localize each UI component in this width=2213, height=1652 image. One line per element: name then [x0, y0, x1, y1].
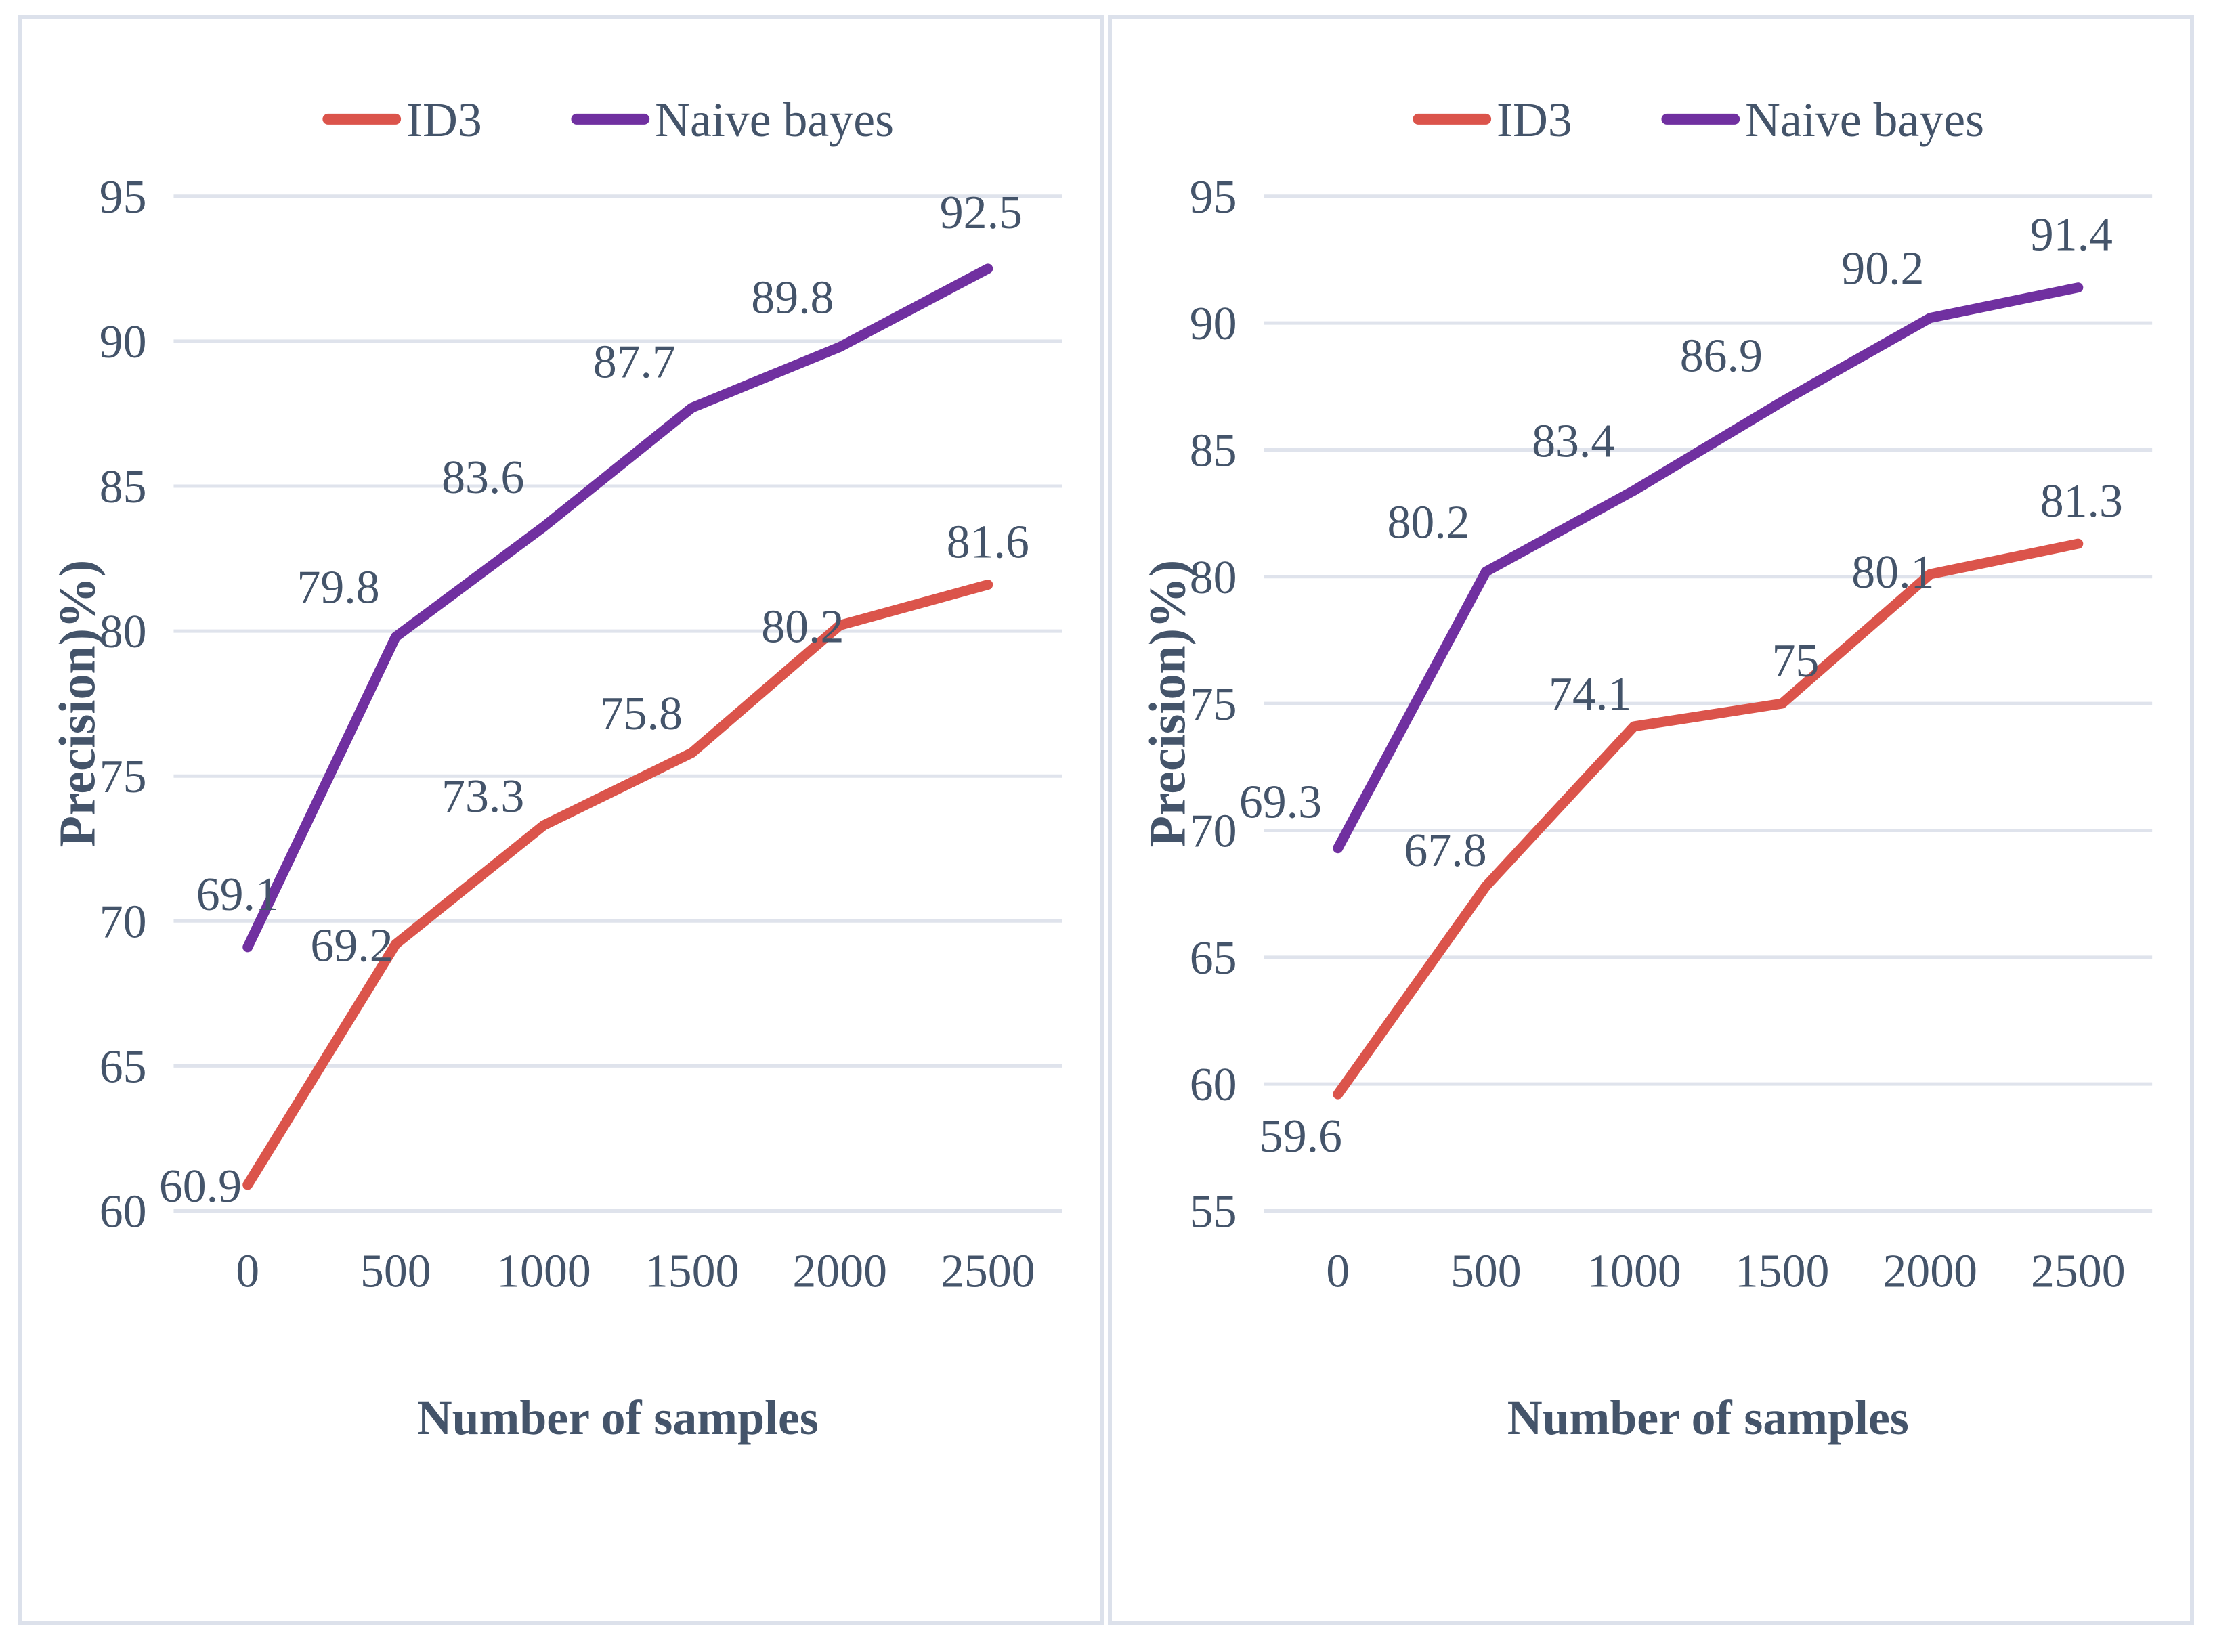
- legend-label-id3: ID3: [1497, 93, 1572, 147]
- y-axis-tick-label: 90: [100, 316, 147, 368]
- data-label-naive-bayes: 83.6: [442, 452, 524, 504]
- series-line-naive-bayes: [1333, 282, 2084, 854]
- y-axis-tick-label: 70: [100, 896, 147, 948]
- data-label-id3: 81.3: [2040, 475, 2123, 527]
- series-line-id3: [1333, 538, 2084, 1100]
- x-axis-tick-label: 0: [1326, 1245, 1350, 1297]
- y-axis-tick-label: 75: [1190, 678, 1237, 731]
- x-axis-tick-label: 1000: [1587, 1245, 1681, 1297]
- y-axis-tick-label: 85: [1190, 425, 1237, 477]
- data-label-id3: 75.8: [600, 688, 683, 740]
- data-label-naive-bayes: 91.4: [2030, 209, 2113, 261]
- x-axis-tick-label: 2000: [792, 1245, 887, 1297]
- data-label-naive-bayes: 90.2: [1841, 243, 1924, 295]
- legend-label-naive-bayes: Naive bayes: [1745, 93, 1984, 147]
- x-axis-tick-label: 1000: [496, 1245, 591, 1297]
- data-label-naive-bayes: 87.7: [593, 336, 676, 388]
- legend-label-naive-bayes: Naive bayes: [655, 93, 894, 147]
- data-label-naive-bayes: 80.2: [1387, 496, 1469, 548]
- x-axis-tick-label: 0: [236, 1245, 259, 1297]
- data-label-id3: 75: [1772, 635, 1820, 687]
- y-axis-title: Precision)%): [49, 560, 106, 848]
- x-axis-tick-label: 2000: [1883, 1245, 1977, 1297]
- y-axis-tick-label: 95: [1190, 171, 1237, 223]
- chart-panel-left: 95 90 85 80 75 70 65 60 Precision)%) 0 500 1000 1500…: [18, 15, 1104, 1625]
- y-axis-tick-label: 60: [1190, 1059, 1237, 1111]
- y-axis-tick-label: 80: [1190, 552, 1237, 604]
- data-label-id3: 60.9: [159, 1160, 242, 1213]
- x-axis-tick-label: 2500: [941, 1245, 1035, 1297]
- series-line-id3: [242, 580, 993, 1190]
- x-axis-title: Number of samples: [1507, 1391, 1909, 1445]
- series-line-naive-bayes: [242, 263, 993, 953]
- data-label-id3: 80.2: [761, 601, 844, 653]
- data-label-naive-bayes: 79.8: [297, 562, 379, 614]
- x-axis-tick-label: 500: [360, 1245, 431, 1297]
- y-axis-tick-label: 90: [1190, 298, 1237, 350]
- y-axis-tick-label: 55: [1190, 1186, 1237, 1238]
- y-axis-tick-label: 65: [1190, 932, 1237, 984]
- chart-panel-right: 95 90 85 80 75 70 65 60 55 Precision)%) 0 500 1000 15…: [1108, 15, 2194, 1625]
- y-axis-tick-label: 85: [100, 461, 147, 513]
- y-axis-tick-label: 95: [100, 171, 147, 223]
- data-label-naive-bayes: 86.9: [1680, 330, 1763, 382]
- y-axis-tick-label: 60: [100, 1186, 147, 1238]
- x-axis-tick-label: 2500: [2031, 1245, 2126, 1297]
- y-axis-title: Precision)%): [1140, 560, 1197, 848]
- data-label-id3: 67.8: [1404, 825, 1486, 877]
- line-chart-left-svg: 95 90 85 80 75 70 65 60 Precision)%) 0 500 1000 1500…: [49, 93, 1062, 1445]
- y-axis-tick-label: 65: [100, 1041, 147, 1093]
- x-axis-title: Number of samples: [417, 1391, 819, 1445]
- data-label-naive-bayes: 83.4: [1532, 415, 1614, 467]
- data-label-id3: 74.1: [1549, 668, 1631, 720]
- y-axis-tick-label: 70: [1190, 805, 1237, 857]
- x-axis-tick-label: 1500: [1735, 1245, 1830, 1297]
- data-label-id3: 81.6: [947, 517, 1029, 569]
- data-label-naive-bayes: 89.8: [751, 271, 834, 324]
- data-label-naive-bayes: 92.5: [940, 187, 1023, 239]
- data-label-id3: 59.6: [1260, 1110, 1342, 1162]
- legend-label-id3: ID3: [406, 93, 482, 147]
- data-label-id3: 80.1: [1851, 546, 1934, 599]
- data-label-id3: 69.2: [310, 919, 393, 972]
- data-label-naive-bayes: 69.1: [196, 869, 279, 921]
- y-axis-tick-label: 80: [100, 606, 147, 658]
- x-axis-tick-label: 500: [1451, 1245, 1522, 1297]
- data-label-naive-bayes: 69.3: [1239, 777, 1322, 829]
- data-label-id3: 73.3: [442, 770, 524, 823]
- y-axis-tick-label: 75: [100, 751, 147, 803]
- x-axis-tick-label: 1500: [645, 1245, 739, 1297]
- line-chart-right-svg: 95 90 85 80 75 70 65 60 55 Precision)%) 0 500 1000 15…: [1140, 93, 2153, 1445]
